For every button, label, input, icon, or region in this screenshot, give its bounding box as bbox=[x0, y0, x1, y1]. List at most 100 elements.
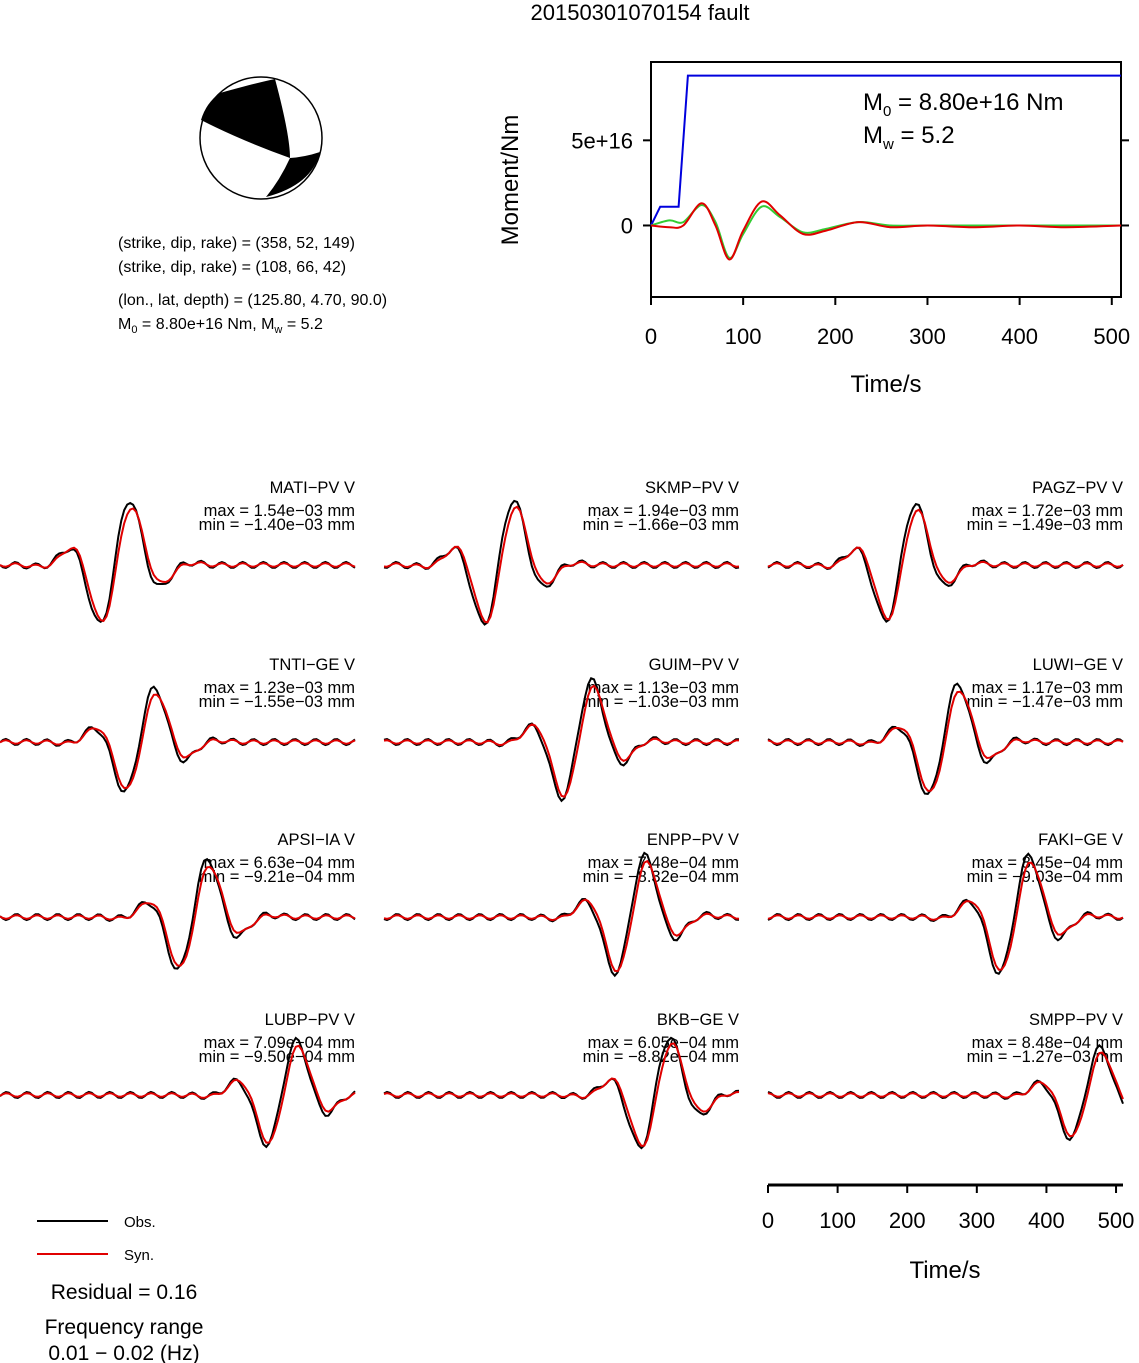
nodal-plane-1: (strike, dip, rake) = (358, 52, 149) bbox=[118, 235, 355, 252]
waveform-x-tick-label: 400 bbox=[1028, 1208, 1065, 1233]
synthetic-waveform bbox=[383, 1042, 740, 1147]
moment-x-tick-label: 400 bbox=[1001, 324, 1038, 349]
station-name: TNTI−GE V bbox=[269, 656, 355, 674]
moment-x-axis: 0 100 200 300 400 500 bbox=[645, 297, 1130, 349]
waveform-x-tick-label: 200 bbox=[889, 1208, 926, 1233]
frequency-range: 0.01 − 0.02 (Hz) bbox=[48, 1342, 199, 1363]
synthetic-waveform bbox=[767, 861, 1124, 971]
station-max: max = 1.54e−03 mm bbox=[204, 502, 355, 520]
station-name: APSI−IA V bbox=[277, 831, 355, 849]
nodal-plane-2: (strike, dip, rake) = (108, 66, 42) bbox=[118, 259, 346, 276]
observed-waveform bbox=[0, 857, 356, 970]
waveform-legend: Obs. Syn. bbox=[37, 1214, 156, 1264]
station-min: min = −1.55e−03 mm bbox=[199, 693, 355, 711]
station-min: min = −1.47e−03 mm bbox=[967, 693, 1123, 711]
moment-y-tick-label: 0 bbox=[621, 213, 633, 238]
frequency-label: Frequency range bbox=[45, 1316, 204, 1339]
station-max: max = 6.05e−04 mm bbox=[588, 1034, 739, 1052]
station-min: min = −1.66e−03 mm bbox=[583, 516, 739, 534]
moment-x-tick-label: 0 bbox=[645, 324, 657, 349]
station-max: max = 1.17e−03 mm bbox=[972, 679, 1123, 697]
synthetic-waveform bbox=[767, 690, 1124, 792]
residual-text: Residual = 0.16 bbox=[51, 1281, 198, 1304]
moment-magnitude-line: M0 = 8.80e+16 Nm, Mw = 5.2 bbox=[118, 316, 323, 336]
station-max: max = 1.23e−03 mm bbox=[204, 679, 355, 697]
station-max: max = 6.63e−04 mm bbox=[204, 854, 355, 872]
station-min: min = −1.03e−03 mm bbox=[583, 693, 739, 711]
beachball-compression-1 bbox=[201, 79, 290, 158]
synthetic-waveform bbox=[383, 684, 739, 798]
moment-y-label: Moment/Nm bbox=[497, 115, 524, 246]
moment-series-line bbox=[650, 200, 1122, 261]
station-min: min = −9.03e−04 mm bbox=[967, 868, 1123, 886]
station-name: GUIM−PV V bbox=[649, 656, 739, 674]
legend-obs-label: Obs. bbox=[124, 1214, 156, 1231]
moment-x-tick-label: 500 bbox=[1093, 324, 1130, 349]
synthetic-waveform bbox=[383, 859, 740, 973]
station-name: SKMP−PV V bbox=[645, 479, 739, 497]
station-max: max = 8.48e−04 mm bbox=[972, 1034, 1123, 1052]
location-depth: (lon., lat, depth) = (125.80, 4.70, 90.0… bbox=[118, 292, 387, 309]
station-name: PAGZ−PV V bbox=[1032, 479, 1123, 497]
moment-series bbox=[650, 74, 1122, 261]
station-min: min = −9.21e−04 mm bbox=[199, 868, 355, 886]
station-name: LUBP−PV V bbox=[265, 1011, 355, 1029]
waveform-x-label: Time/s bbox=[909, 1257, 980, 1284]
station-max: max = 1.94e−03 mm bbox=[588, 502, 739, 520]
beachball-compression-2 bbox=[266, 152, 320, 197]
station-min: min = −1.49e−03 mm bbox=[967, 516, 1123, 534]
station-name: SMPP−PV V bbox=[1029, 1011, 1123, 1029]
station-name: FAKI−GE V bbox=[1038, 831, 1123, 849]
moment-mw-annotation: Mw = 5.2 bbox=[863, 122, 955, 153]
station-min: min = −1.40e−03 mm bbox=[199, 516, 355, 534]
moment-y-axis: 0 5e+16 bbox=[571, 128, 1129, 238]
synthetic-waveform bbox=[767, 1051, 1124, 1138]
station-name: ENPP−PV V bbox=[647, 831, 739, 849]
waveform-time-axis: Time/s 0 100 200 300 400 500 bbox=[762, 1183, 1135, 1284]
synthetic-waveform bbox=[0, 507, 356, 623]
synthetic-waveform bbox=[767, 508, 1124, 621]
beachball-diagram bbox=[199, 76, 323, 200]
waveform-x-tick-label: 100 bbox=[819, 1208, 856, 1233]
station-name: LUWI−GE V bbox=[1033, 656, 1123, 674]
moment-x-tick-label: 300 bbox=[909, 324, 946, 349]
synthetic-waveform bbox=[0, 865, 356, 967]
moment-x-tick-label: 100 bbox=[725, 324, 762, 349]
moment-series-line bbox=[650, 203, 1121, 259]
moment-x-tick-label: 200 bbox=[817, 324, 854, 349]
moment-x-label: Time/s bbox=[850, 371, 921, 398]
waveform-x-tick-label: 500 bbox=[1098, 1208, 1135, 1233]
observed-waveform bbox=[0, 501, 356, 623]
station-min: min = −9.50e−04 mm bbox=[199, 1048, 355, 1066]
legend-syn-label: Syn. bbox=[124, 1247, 154, 1264]
station-max: max = 8.45e−04 mm bbox=[972, 854, 1123, 872]
station-min: min = −1.27e−03 mm bbox=[967, 1048, 1123, 1066]
synthetic-waveform bbox=[0, 1044, 356, 1144]
synthetic-waveform bbox=[0, 693, 356, 790]
waveform-x-tick-label: 0 bbox=[762, 1208, 774, 1233]
station-name: MATI−PV V bbox=[270, 479, 355, 497]
station-max: max = 1.72e−03 mm bbox=[972, 502, 1123, 520]
moment-plot: 0 100 200 300 400 500 0 5e+16 M0 = 8.80e+16 Nm… bbox=[497, 61, 1130, 398]
synthetic-waveform bbox=[383, 505, 740, 624]
station-max: max = 7.09e−04 mm bbox=[204, 1034, 355, 1052]
station-min: min = −8.32e−04 mm bbox=[583, 868, 739, 886]
station-max: max = 1.13e−03 mm bbox=[588, 679, 739, 697]
waveform-x-tick-label: 300 bbox=[958, 1208, 995, 1233]
station-name: BKB−GE V bbox=[657, 1011, 739, 1029]
figure-title: 20150301070154 fault bbox=[531, 0, 750, 25]
moment-series-line bbox=[650, 74, 1121, 226]
moment-m0-annotation: M0 = 8.80e+16 Nm bbox=[863, 89, 1063, 120]
